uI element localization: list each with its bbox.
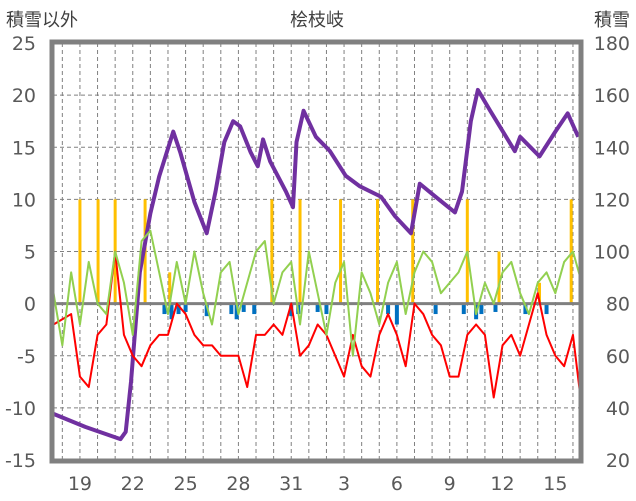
- left-axis-title: 積雪以外: [6, 10, 78, 31]
- decrease-bar: [162, 303, 167, 315]
- x-tick-label: 22: [121, 473, 145, 495]
- precip-bar: [339, 199, 343, 304]
- precip-bar: [168, 272, 172, 304]
- decrease-bar: [252, 303, 257, 315]
- decrease-bar: [433, 303, 438, 315]
- y-tick-label: 25: [12, 33, 36, 55]
- decrease-bar: [176, 303, 181, 315]
- precip-bar: [569, 199, 573, 304]
- y-tick-label: 15: [12, 137, 36, 159]
- y-tick-label: 20: [12, 85, 36, 107]
- y2-tick-label: 180: [594, 33, 630, 55]
- x-tick-label: 19: [68, 473, 92, 495]
- precip-bar: [497, 251, 501, 304]
- x-tick-label: 12: [490, 473, 514, 495]
- y2-tick-label: 160: [594, 85, 630, 107]
- y2-tick-label: 60: [606, 346, 630, 368]
- decrease-bar: [169, 303, 174, 320]
- y2-tick-label: 140: [594, 137, 630, 159]
- decrease-bar: [394, 303, 399, 325]
- decrease-bar: [204, 303, 209, 317]
- y-tick-label: -15: [5, 450, 36, 472]
- decrease-bar: [315, 303, 320, 312]
- x-tick-label: 28: [226, 473, 250, 495]
- decrease-bar: [386, 303, 391, 315]
- x-tick-label: 31: [279, 473, 303, 495]
- series-line-snow_depth: [52, 87, 581, 442]
- series-line-temperature: [53, 250, 583, 408]
- series-line-other: [52, 229, 583, 357]
- precip-bar: [96, 199, 100, 304]
- decrease-bar: [479, 303, 484, 315]
- decrease-bar: [241, 303, 246, 312]
- decrease-bar: [523, 303, 528, 315]
- y2-tick-label: 120: [594, 189, 630, 211]
- y2-tick-label: 40: [606, 398, 630, 420]
- y-tick-label: -5: [17, 346, 36, 368]
- y2-tick-label: 100: [594, 242, 630, 264]
- precip-bar: [538, 282, 542, 304]
- precip-bar: [376, 199, 380, 304]
- x-tick-label: 3: [338, 473, 350, 495]
- y2-tick-label: 80: [606, 294, 630, 316]
- decrease-bar: [229, 303, 234, 315]
- x-tick-label: 25: [173, 473, 197, 495]
- decrease-bar: [461, 303, 466, 315]
- x-tick-label: 9: [444, 473, 456, 495]
- plot-frame: [49, 39, 584, 464]
- decrease-bar: [544, 303, 549, 315]
- precip-bar: [270, 199, 274, 304]
- chart-title: 桧枝岐: [290, 10, 344, 31]
- y2-tick-label: 20: [606, 450, 630, 472]
- y-tick-label: 0: [24, 294, 36, 316]
- y-tick-label: 10: [12, 189, 36, 211]
- x-tick-label: 6: [391, 473, 403, 495]
- x-tick-label: 15: [543, 473, 567, 495]
- y-tick-label: -10: [5, 398, 36, 420]
- y-tick-label: 5: [24, 242, 36, 264]
- decrease-bar: [234, 303, 239, 320]
- decrease-bar: [289, 303, 294, 317]
- decrease-bar: [183, 303, 188, 312]
- decrease-bar: [493, 303, 498, 312]
- precip-bar: [78, 199, 82, 304]
- precip-bar: [298, 199, 302, 304]
- decrease-bar: [324, 303, 329, 315]
- right-axis-title: 積雪: [594, 10, 630, 31]
- precip-bar: [411, 199, 415, 304]
